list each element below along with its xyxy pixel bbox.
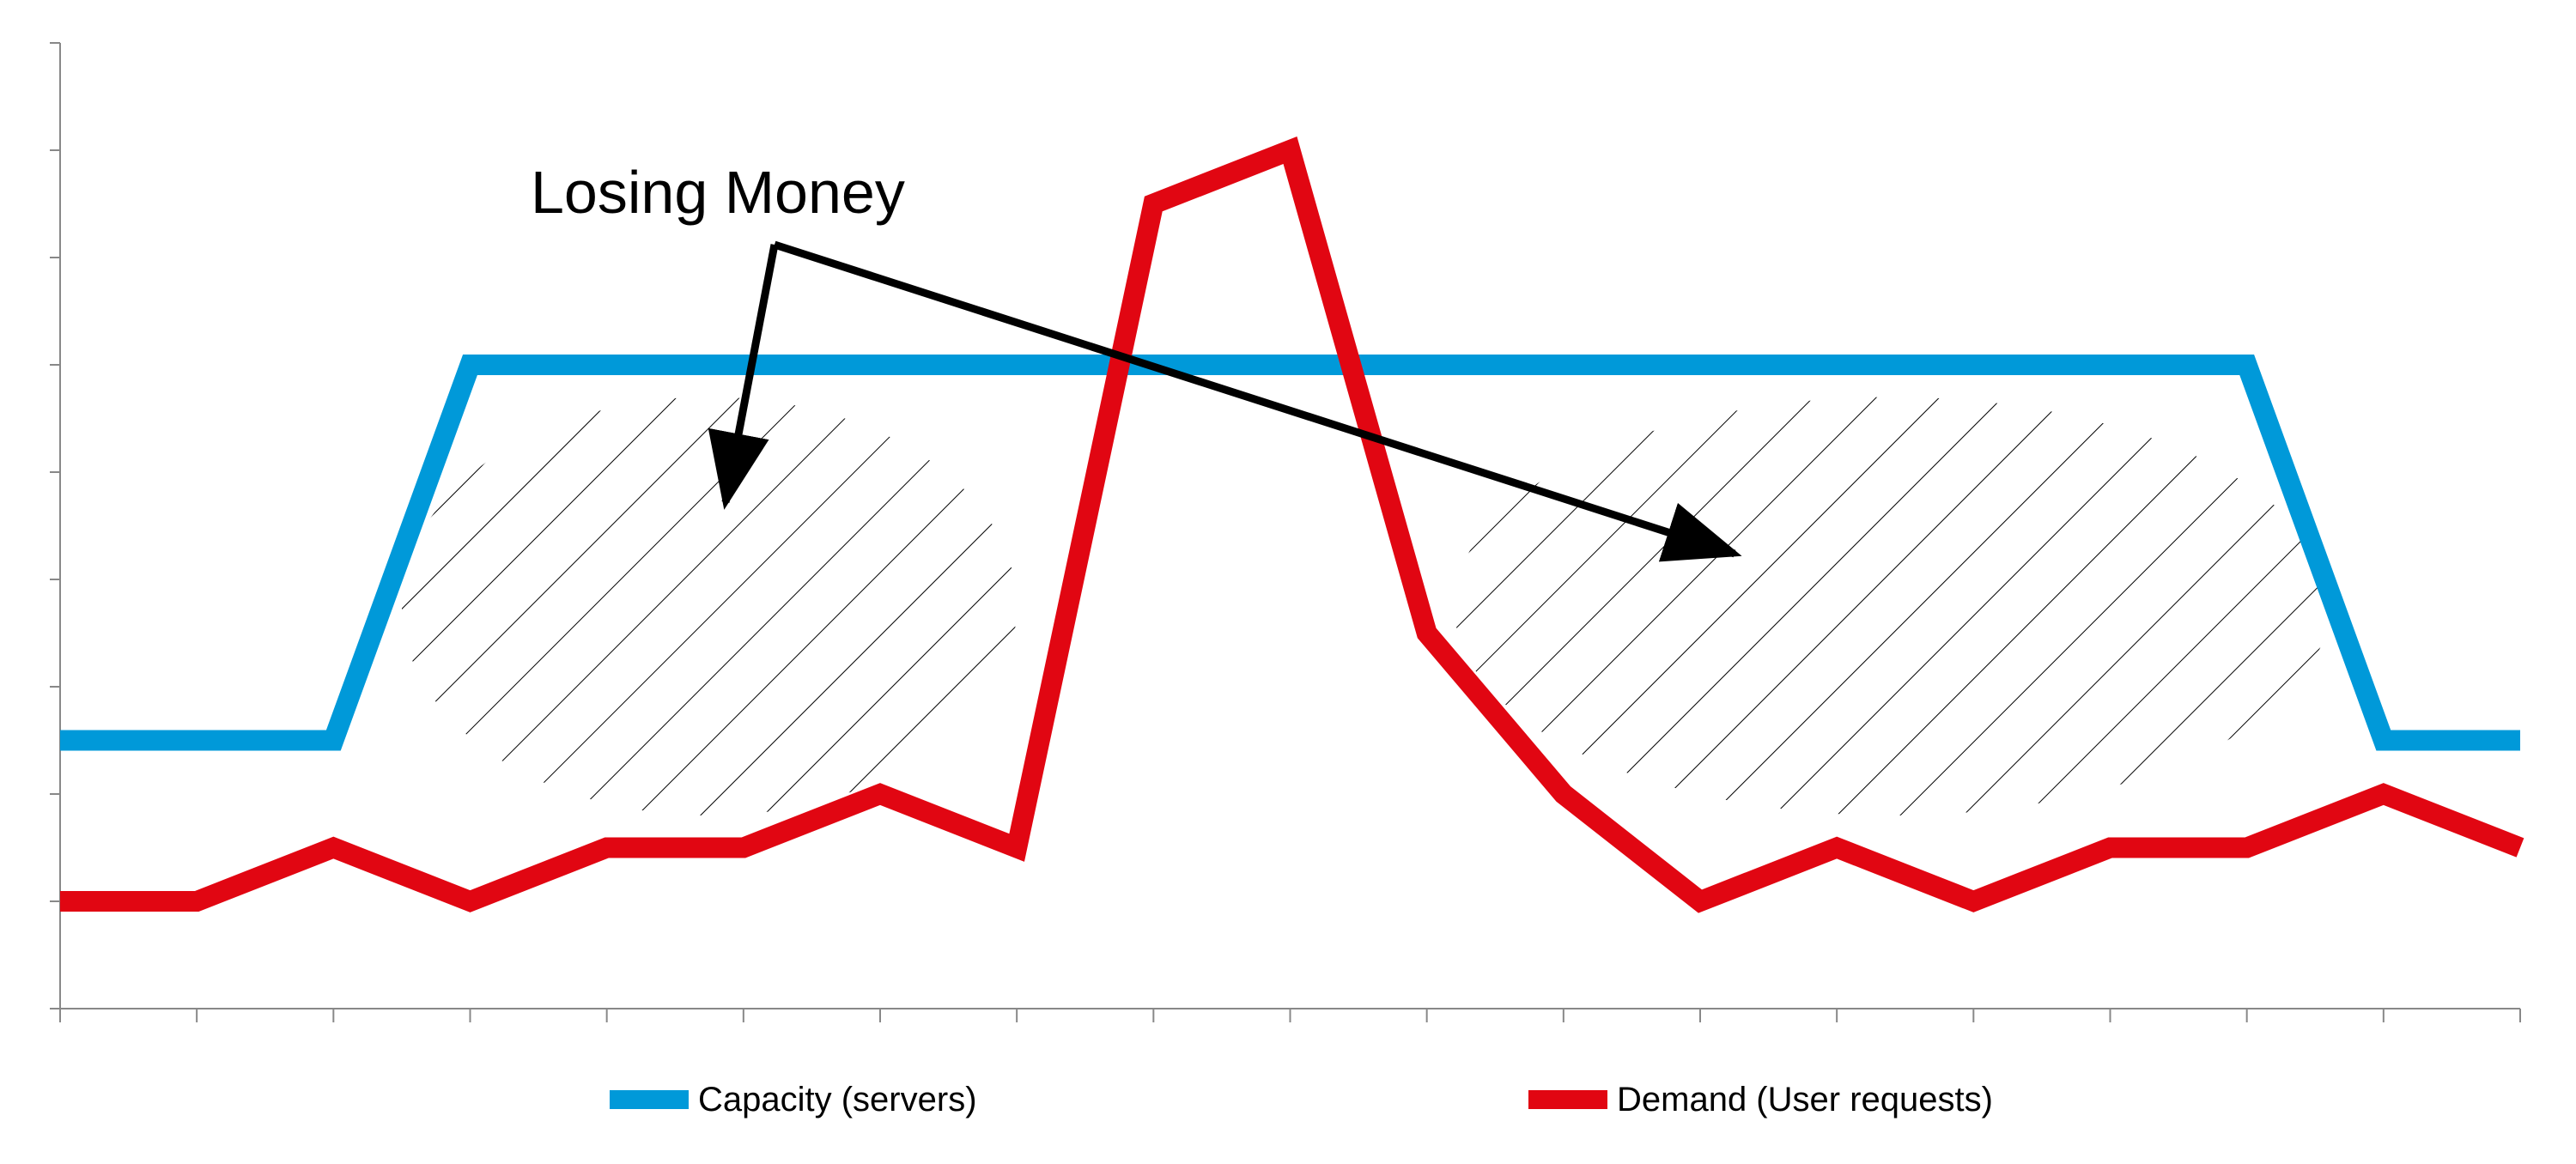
legend-label: Capacity (servers) (698, 1081, 977, 1119)
annotation-arrow-2 (773, 240, 1742, 562)
annotation-arrow-1 (708, 244, 779, 510)
legend-swatch (610, 1090, 689, 1109)
series-line-demand (60, 136, 2524, 913)
losing-money-region-1 (401, 397, 1018, 815)
legend-label: Demand (User requests) (1617, 1081, 1993, 1119)
legend-swatch (1528, 1090, 1607, 1109)
legend: Capacity (servers) Demand (User requests) (610, 1081, 1993, 1119)
legend-item-demand: Demand (User requests) (1528, 1081, 1993, 1119)
losing-money-regions (401, 397, 2330, 815)
losing-money-annotation: Losing Money (531, 159, 1742, 562)
annotation-text: Losing Money (531, 159, 905, 226)
legend-item-capacity: Capacity (servers) (610, 1081, 977, 1119)
series-layer (60, 136, 2524, 913)
losing-money-region-2 (1454, 397, 2330, 815)
axes (50, 42, 2521, 1022)
series-line-capacity (60, 355, 2520, 751)
